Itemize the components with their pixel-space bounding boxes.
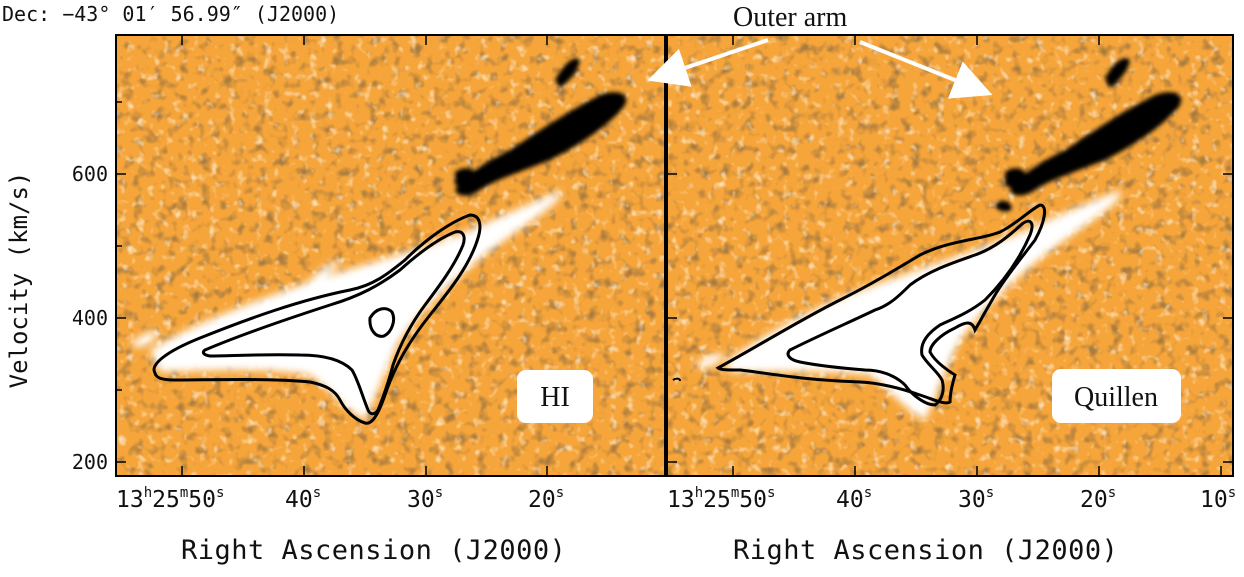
x-tick-label: 20s <box>1080 485 1116 513</box>
declination-header: Dec: −43° 01′ 56.99″ (J2000) <box>2 2 340 26</box>
y-tick-label: 400 <box>72 306 108 330</box>
x-tick-label: 20s <box>528 485 564 513</box>
panel-label-hi: HI <box>540 382 570 413</box>
outer-arm-annotation: Outer arm <box>733 2 848 33</box>
x-tick-label: 30s <box>958 485 994 513</box>
tick-marks <box>116 35 1233 476</box>
x-tick-label: 10s <box>1200 485 1236 513</box>
x-axis-label-right: Right Ascension (J2000) <box>733 535 1119 566</box>
x-tick-label-first-left: 13h25m50s <box>116 485 224 513</box>
x-tick-label-first-right: 13h25m50s <box>667 485 775 513</box>
panel-hi-image <box>116 35 665 476</box>
arrow-right <box>859 40 993 99</box>
panel-label-box-quillen <box>1052 369 1181 423</box>
x-tick-label: 30s <box>407 485 443 513</box>
arrow-left <box>647 38 769 87</box>
x-axis-label-left: Right Ascension (J2000) <box>181 535 567 566</box>
x-tick-label: 40s <box>836 485 872 513</box>
panel-label-box-hi <box>517 370 593 423</box>
outer-arm-arrows <box>647 38 993 99</box>
panel-quillen-image <box>667 35 1233 476</box>
y-tick-label: 600 <box>72 162 108 186</box>
y-tick-label: 200 <box>72 450 108 474</box>
panel-label-quillen: Quillen <box>1074 382 1158 413</box>
panel-quillen-frame <box>666 34 1234 477</box>
x-tick-label: 40s <box>285 485 321 513</box>
panel-hi-frame <box>115 34 666 477</box>
